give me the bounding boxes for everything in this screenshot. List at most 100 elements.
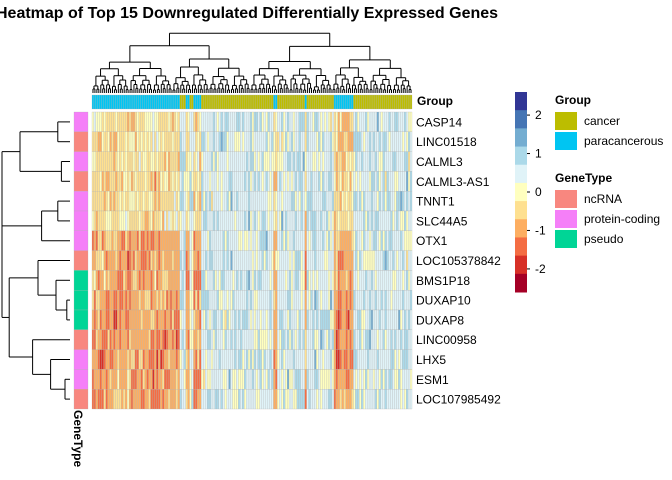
gene-label: CALML3: [416, 155, 463, 169]
group-annotation-cell: [126, 94, 130, 110]
heatmap-cell: [327, 171, 331, 192]
group-annotation-cell: [283, 94, 286, 110]
heatmap-cell: [113, 349, 116, 370]
heatmap-cell: [138, 290, 141, 311]
heatmap-cell: [402, 369, 405, 390]
heatmap-cell: [312, 131, 315, 152]
group-annotation-cell: [304, 94, 307, 110]
heatmap-cell: [185, 171, 188, 192]
heatmap-cell: [357, 369, 360, 390]
heatmap-cell: [160, 329, 163, 350]
heatmap-cell: [402, 389, 405, 410]
heatmap-cell: [253, 151, 257, 172]
heatmap-cell: [294, 131, 298, 152]
heatmap-cell: [294, 349, 298, 370]
heatmap-cell: [212, 389, 216, 410]
heatmap-cell: [203, 309, 206, 330]
heatmap-cell: [353, 191, 356, 212]
heatmap-cell: [386, 309, 389, 330]
heatmap-cell: [366, 151, 370, 172]
heatmap-cell: [134, 111, 138, 132]
heatmap-cell: [99, 210, 102, 231]
heatmap-cell: [123, 329, 126, 350]
heatmap-cell: [97, 191, 100, 212]
heatmap-cell: [119, 191, 122, 212]
heatmap-cell: [361, 329, 364, 350]
heatmap-cell: [318, 131, 321, 152]
heatmap-cell: [121, 369, 124, 390]
heatmap-cell: [349, 389, 352, 410]
gene-label: LINC00958: [416, 333, 477, 347]
heatmap-cell: [93, 349, 97, 370]
heatmap-cell: [361, 270, 364, 291]
heatmap-cell: [302, 290, 305, 311]
group-annotation-cell: [372, 94, 376, 110]
heatmap-cell: [275, 329, 278, 350]
heatmap-cell: [167, 171, 171, 192]
heatmap-cell: [288, 151, 292, 172]
heatmap-cell: [169, 389, 173, 410]
heatmap-cell: [91, 151, 95, 172]
heatmap-cell: [103, 230, 106, 251]
heatmap-cell: [402, 349, 405, 370]
heatmap-cell: [205, 309, 208, 330]
heatmap-cell: [353, 250, 356, 271]
heatmap-cell: [101, 171, 104, 192]
gene-label: LINC01518: [416, 135, 477, 149]
heatmap-cell: [370, 171, 374, 192]
heatmap-cell: [101, 389, 104, 410]
heatmap-cell: [189, 250, 192, 271]
heatmap-cell: [156, 131, 159, 152]
heatmap-cell: [279, 111, 282, 132]
heatmap-cell: [154, 210, 157, 231]
heatmap-cell: [93, 250, 97, 271]
heatmap-cell: [117, 230, 120, 251]
heatmap-cell: [298, 151, 301, 172]
heatmap-cell: [175, 309, 178, 330]
heatmap-cell: [312, 290, 315, 311]
heatmap-cell: [365, 111, 368, 132]
heatmap-cell: [203, 250, 206, 271]
heatmap-cell: [366, 369, 370, 390]
heatmap-cell: [355, 230, 358, 251]
heatmap-cell: [363, 230, 366, 251]
heatmap-cell: [396, 389, 399, 410]
heatmap-cell: [370, 131, 374, 152]
heatmap-cell: [339, 290, 342, 311]
heatmap-cell: [281, 389, 284, 410]
heatmap-cell: [273, 111, 276, 132]
heatmap-cell: [113, 309, 116, 330]
heatmap-cell: [269, 389, 272, 410]
heatmap-cell: [175, 369, 178, 390]
heatmap-cell: [347, 171, 350, 192]
heatmap-cell: [363, 171, 366, 192]
heatmap-cell: [384, 329, 387, 350]
heatmap-cell: [404, 230, 407, 251]
heatmap-cell: [179, 171, 182, 192]
heatmap-cell: [324, 329, 327, 350]
heatmap-cell: [107, 230, 110, 251]
heatmap-cell: [308, 171, 311, 192]
heatmap-cell: [310, 329, 313, 350]
heatmap-cell: [154, 290, 157, 311]
heatmap-cell: [255, 309, 258, 330]
heatmap-cell: [285, 191, 288, 212]
heatmap-cell: [173, 290, 177, 311]
color-scale-swatch: [515, 255, 527, 275]
heatmap-cell: [326, 191, 329, 212]
heatmap-cell: [339, 171, 342, 192]
legend-swatch: [555, 230, 577, 248]
group-annotation-cell: [244, 94, 247, 110]
heatmap-cell: [126, 369, 130, 390]
heatmap-cell: [285, 250, 288, 271]
heatmap-cell: [195, 111, 198, 132]
heatmap-cell: [128, 309, 132, 330]
group-annotation-cell: [138, 94, 141, 110]
heatmap-cell: [222, 230, 225, 251]
heatmap-cell: [306, 290, 309, 311]
heatmap-cell: [244, 131, 247, 152]
heatmap-cell: [236, 171, 239, 192]
heatmap-cell: [191, 230, 194, 251]
heatmap-cell: [115, 191, 118, 212]
